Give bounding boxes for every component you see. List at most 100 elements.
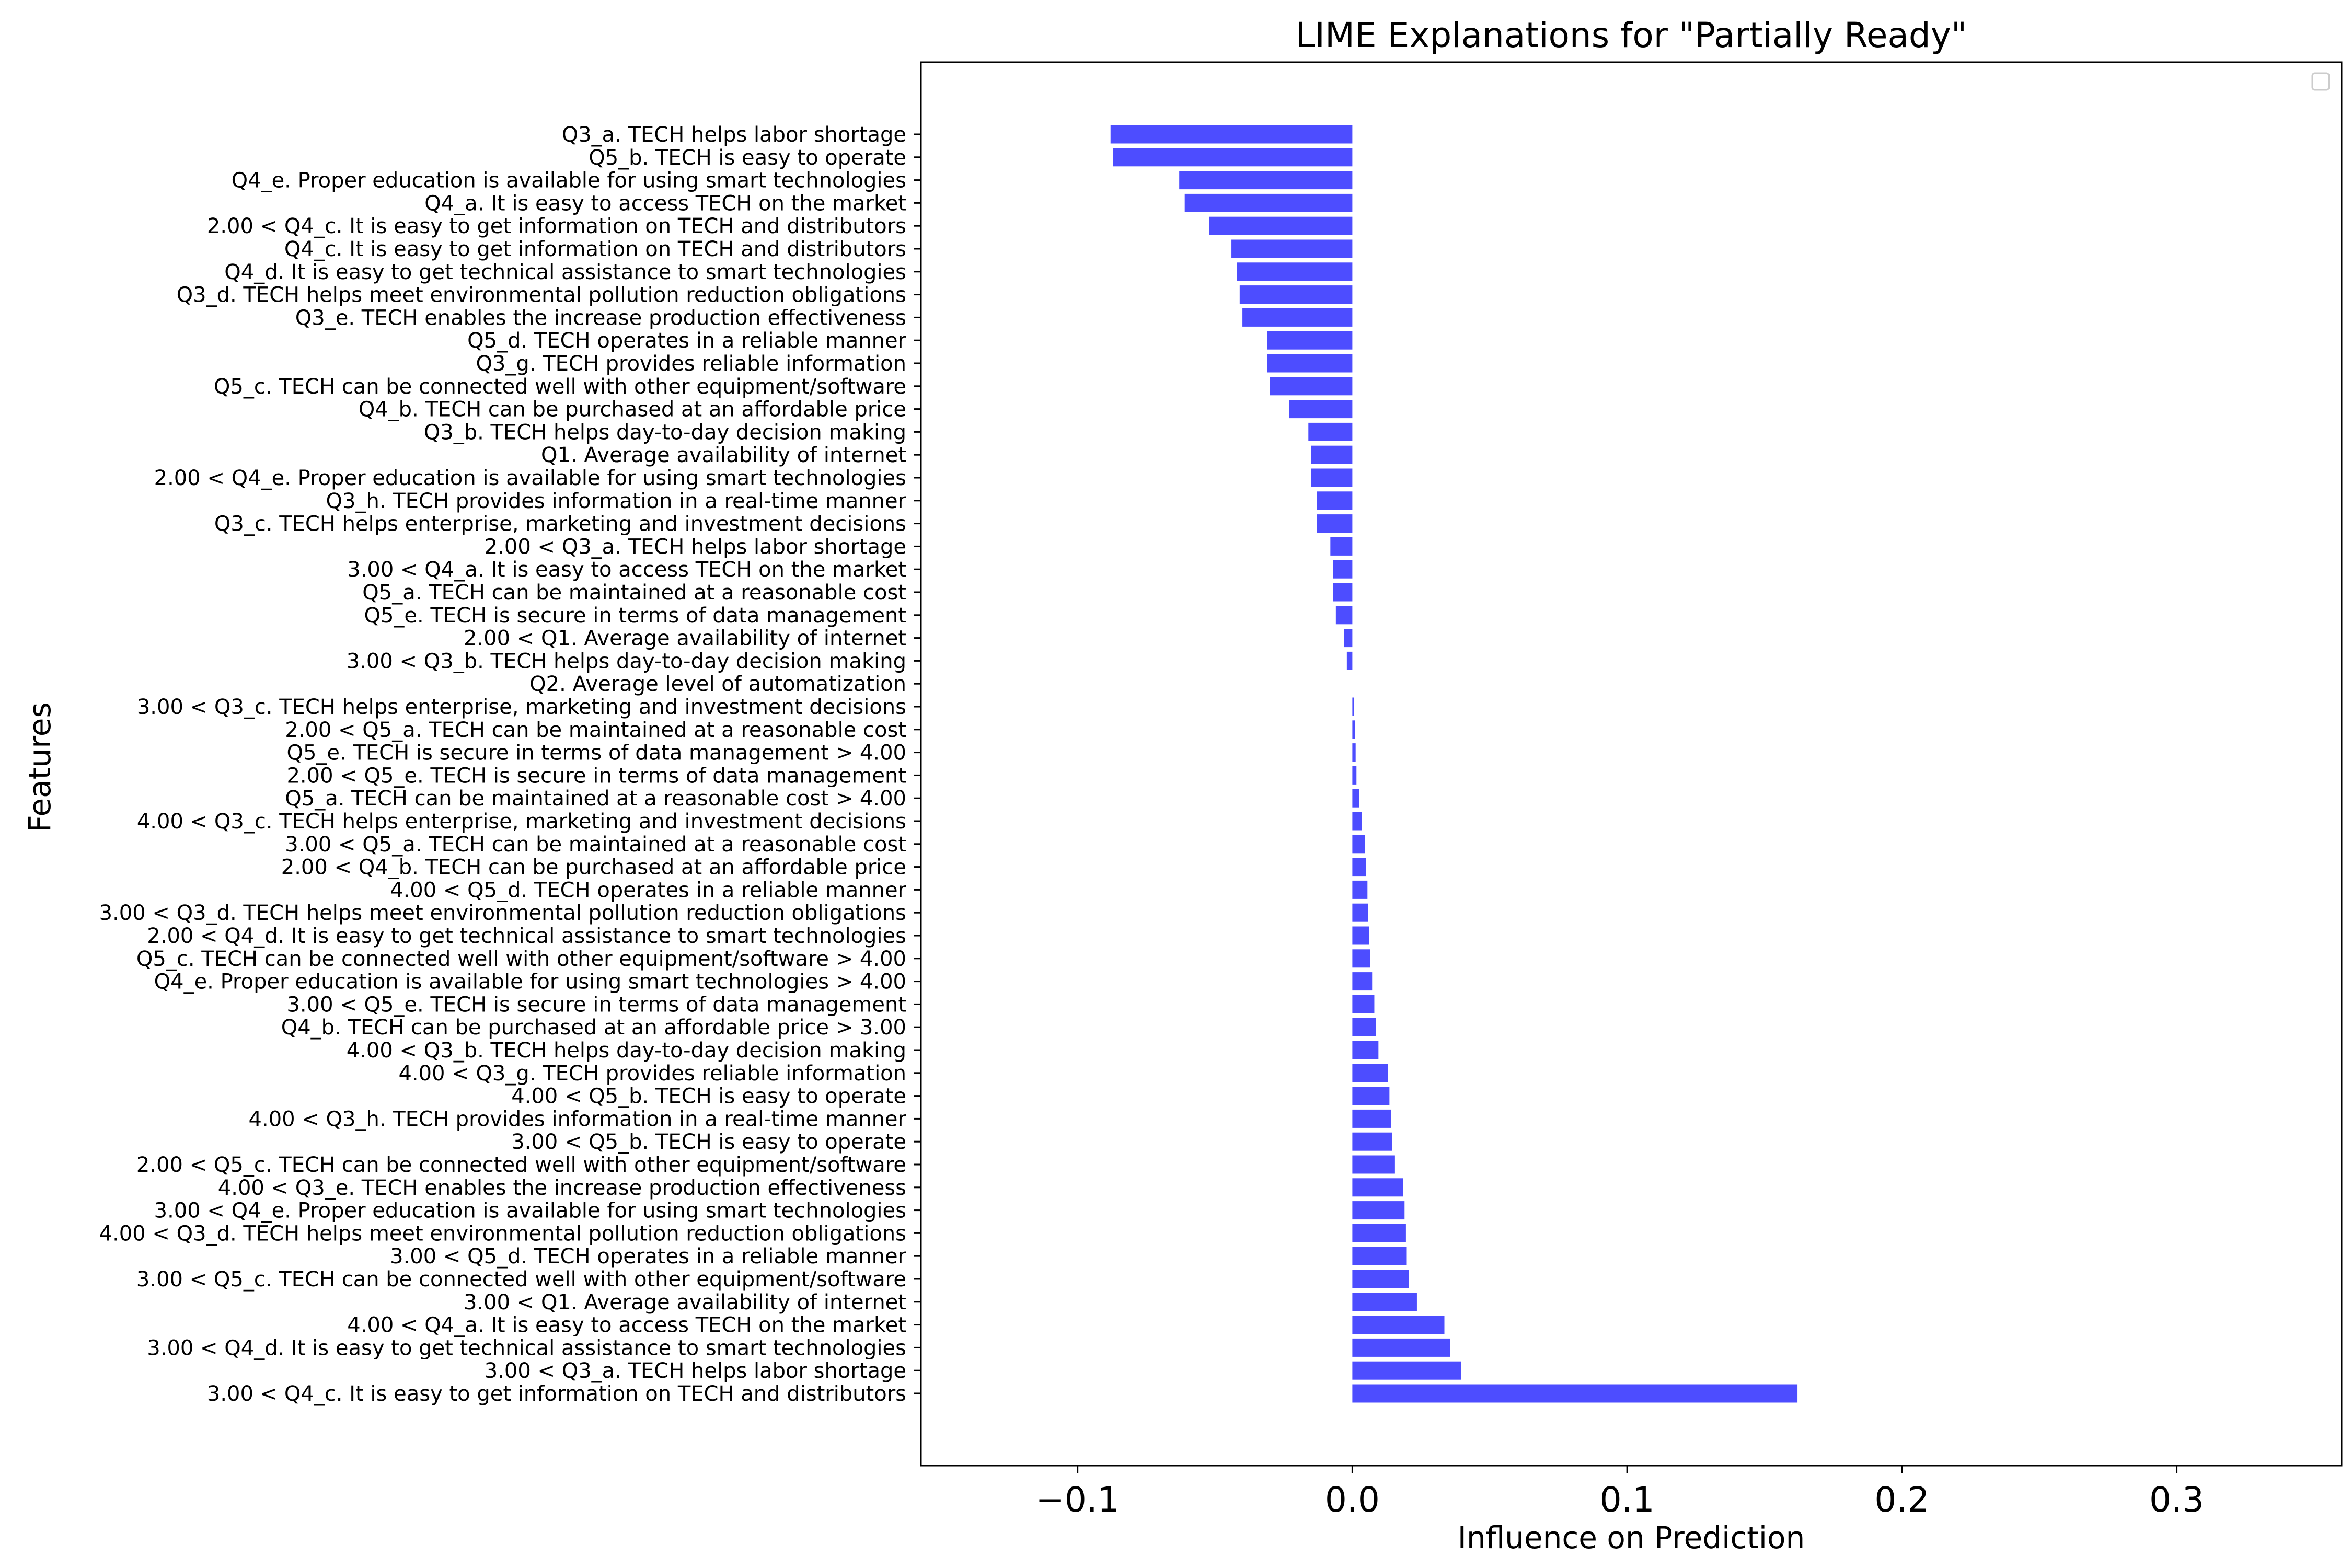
y-tick-label: 2.00 < Q3_a. TECH helps labor shortage <box>485 535 906 559</box>
bar <box>1346 651 1353 670</box>
bar <box>1352 949 1370 968</box>
bar <box>1352 835 1365 854</box>
bar <box>1352 1247 1407 1265</box>
bar <box>1289 400 1353 419</box>
y-tick-label: Q1. Average availability of internet <box>541 443 906 467</box>
y-tick-label: Q5_c. TECH can be connected well with ot… <box>136 947 906 971</box>
y-tick-label: Q4_b. TECH can be purchased at an afford… <box>359 398 906 422</box>
y-tick-label: Q4_d. It is easy to get technical assist… <box>224 260 906 284</box>
bar <box>1237 262 1353 281</box>
y-tick-label: 3.00 < Q5_a. TECH can be maintained at a… <box>285 833 906 857</box>
bar <box>1333 560 1353 579</box>
bar <box>1352 1155 1395 1174</box>
y-tick-label: 4.00 < Q3_h. TECH provides information i… <box>249 1107 907 1131</box>
y-tick-label: 4.00 < Q3_b. TECH helps day-to-day decis… <box>347 1039 906 1063</box>
y-tick-label: Q4_e. Proper education is available for … <box>232 169 906 193</box>
x-tick-label: 0.1 <box>1600 1480 1655 1520</box>
y-tick-label: Q5_a. TECH can be maintained at a reason… <box>362 581 906 605</box>
bar <box>1317 491 1353 510</box>
bar <box>1352 858 1366 877</box>
bar <box>1352 1338 1450 1357</box>
bar <box>1110 125 1353 144</box>
bar <box>1352 1018 1376 1036</box>
x-axis-label: Influence on Prediction <box>1458 1520 1805 1555</box>
x-axis-ticks: −0.1 0.0 0.1 0.2 0.3 <box>1036 1466 2204 1520</box>
y-tick-label: Q4_b. TECH can be purchased at an afford… <box>281 1016 906 1040</box>
y-tick-label: 4.00 < Q3_g. TECH provides reliable info… <box>398 1062 906 1086</box>
y-tick-label: 2.00 < Q4_c. It is easy to get informati… <box>207 214 906 238</box>
bar <box>1352 995 1375 1013</box>
bar <box>1352 1064 1388 1082</box>
chart-title: LIME Explanations for "Partially Ready" <box>1296 15 1967 55</box>
y-axis-label: Features <box>22 702 57 832</box>
y-tick-label: Q5_e. TECH is secure in terms of data ma… <box>286 741 906 765</box>
bar <box>1352 720 1355 739</box>
y-tick-label: Q4_a. It is easy to access TECH on the m… <box>424 191 906 215</box>
bar <box>1352 880 1368 899</box>
bar <box>1352 903 1368 922</box>
bar <box>1352 1224 1406 1242</box>
bar <box>1267 331 1353 350</box>
bar <box>1209 216 1353 235</box>
bars-group <box>1110 125 1798 1403</box>
x-tick-label: −0.1 <box>1036 1480 1120 1520</box>
bar <box>1352 1132 1392 1151</box>
bar <box>1352 1293 1417 1311</box>
bar <box>1352 1109 1391 1128</box>
y-tick-label: Q3_a. TECH helps labor shortage <box>562 123 906 147</box>
y-tick-label: 2.00 < Q4_b. TECH can be purchased at an… <box>281 856 906 880</box>
legend-box <box>2311 72 2330 91</box>
y-tick-label: 4.00 < Q4_a. It is easy to access TECH o… <box>347 1313 906 1338</box>
y-tick-label: 4.00 < Q3_e. TECH enables the increase p… <box>218 1176 906 1200</box>
y-tick-label: Q3_h. TECH provides information in a rea… <box>326 489 907 513</box>
bar <box>1352 812 1362 831</box>
y-tick-label: 4.00 < Q3_c. TECH helps enterprise, mark… <box>137 810 906 834</box>
bar <box>1113 148 1353 167</box>
bar <box>1270 377 1353 396</box>
plot-area-frame <box>920 61 2343 1467</box>
y-tick-label: Q3_g. TECH provides reliable information <box>476 352 906 376</box>
x-tick-label: 0.0 <box>1325 1480 1380 1520</box>
x-tick-label: 0.3 <box>2149 1480 2204 1520</box>
y-tick-label: Q5_d. TECH operates in a reliable manner <box>467 329 906 353</box>
y-tick-label: Q3_c. TECH helps enterprise, marketing a… <box>214 512 906 536</box>
bar <box>1352 1270 1409 1288</box>
bar <box>1231 239 1353 258</box>
bar <box>1179 171 1353 190</box>
bar <box>1335 606 1353 625</box>
y-tick-label: Q5_e. TECH is secure in terms of data ma… <box>364 604 906 628</box>
bar <box>1311 468 1353 487</box>
y-tick-label: 2.00 < Q5_a. TECH can be maintained at a… <box>285 718 906 742</box>
y-tick-label: 3.00 < Q4_d. It is easy to get technical… <box>147 1336 906 1360</box>
y-tick-label: Q3_d. TECH helps meet environmental poll… <box>177 283 906 307</box>
bar <box>1308 422 1353 441</box>
bar <box>1352 926 1369 945</box>
y-tick-label: 4.00 < Q3_d. TECH helps meet environment… <box>99 1221 906 1246</box>
y-tick-label: Q5_a. TECH can be maintained at a reason… <box>285 787 906 811</box>
bar <box>1352 1178 1403 1197</box>
y-tick-label: 2.00 < Q4_d. It is easy to get technical… <box>147 924 906 948</box>
bar <box>1352 972 1373 991</box>
bar <box>1242 308 1353 327</box>
bar <box>1317 514 1353 533</box>
bar <box>1352 766 1357 785</box>
bar <box>1267 354 1353 373</box>
bar <box>1352 1361 1461 1380</box>
y-tick-label: Q4_c. It is easy to get information on T… <box>284 237 906 261</box>
bar <box>1352 1041 1379 1059</box>
bar <box>1352 697 1354 716</box>
y-tick-label: Q2. Average level of automatization <box>529 672 906 696</box>
y-tick-label: 3.00 < Q3_b. TECH helps day-to-day decis… <box>347 649 906 673</box>
bar <box>1311 445 1353 464</box>
bar <box>1344 629 1353 648</box>
y-tick-label: 2.00 < Q5_c. TECH can be connected well … <box>136 1153 906 1177</box>
bar <box>1184 193 1353 212</box>
y-tick-label: Q5_b. TECH is easy to operate <box>589 146 906 170</box>
bar <box>1352 1384 1798 1403</box>
bar <box>1333 583 1353 602</box>
bar <box>1352 743 1356 762</box>
y-tick-label: 3.00 < Q5_e. TECH is secure in terms of … <box>286 993 906 1017</box>
y-tick-label: 3.00 < Q5_b. TECH is easy to operate <box>511 1130 906 1154</box>
